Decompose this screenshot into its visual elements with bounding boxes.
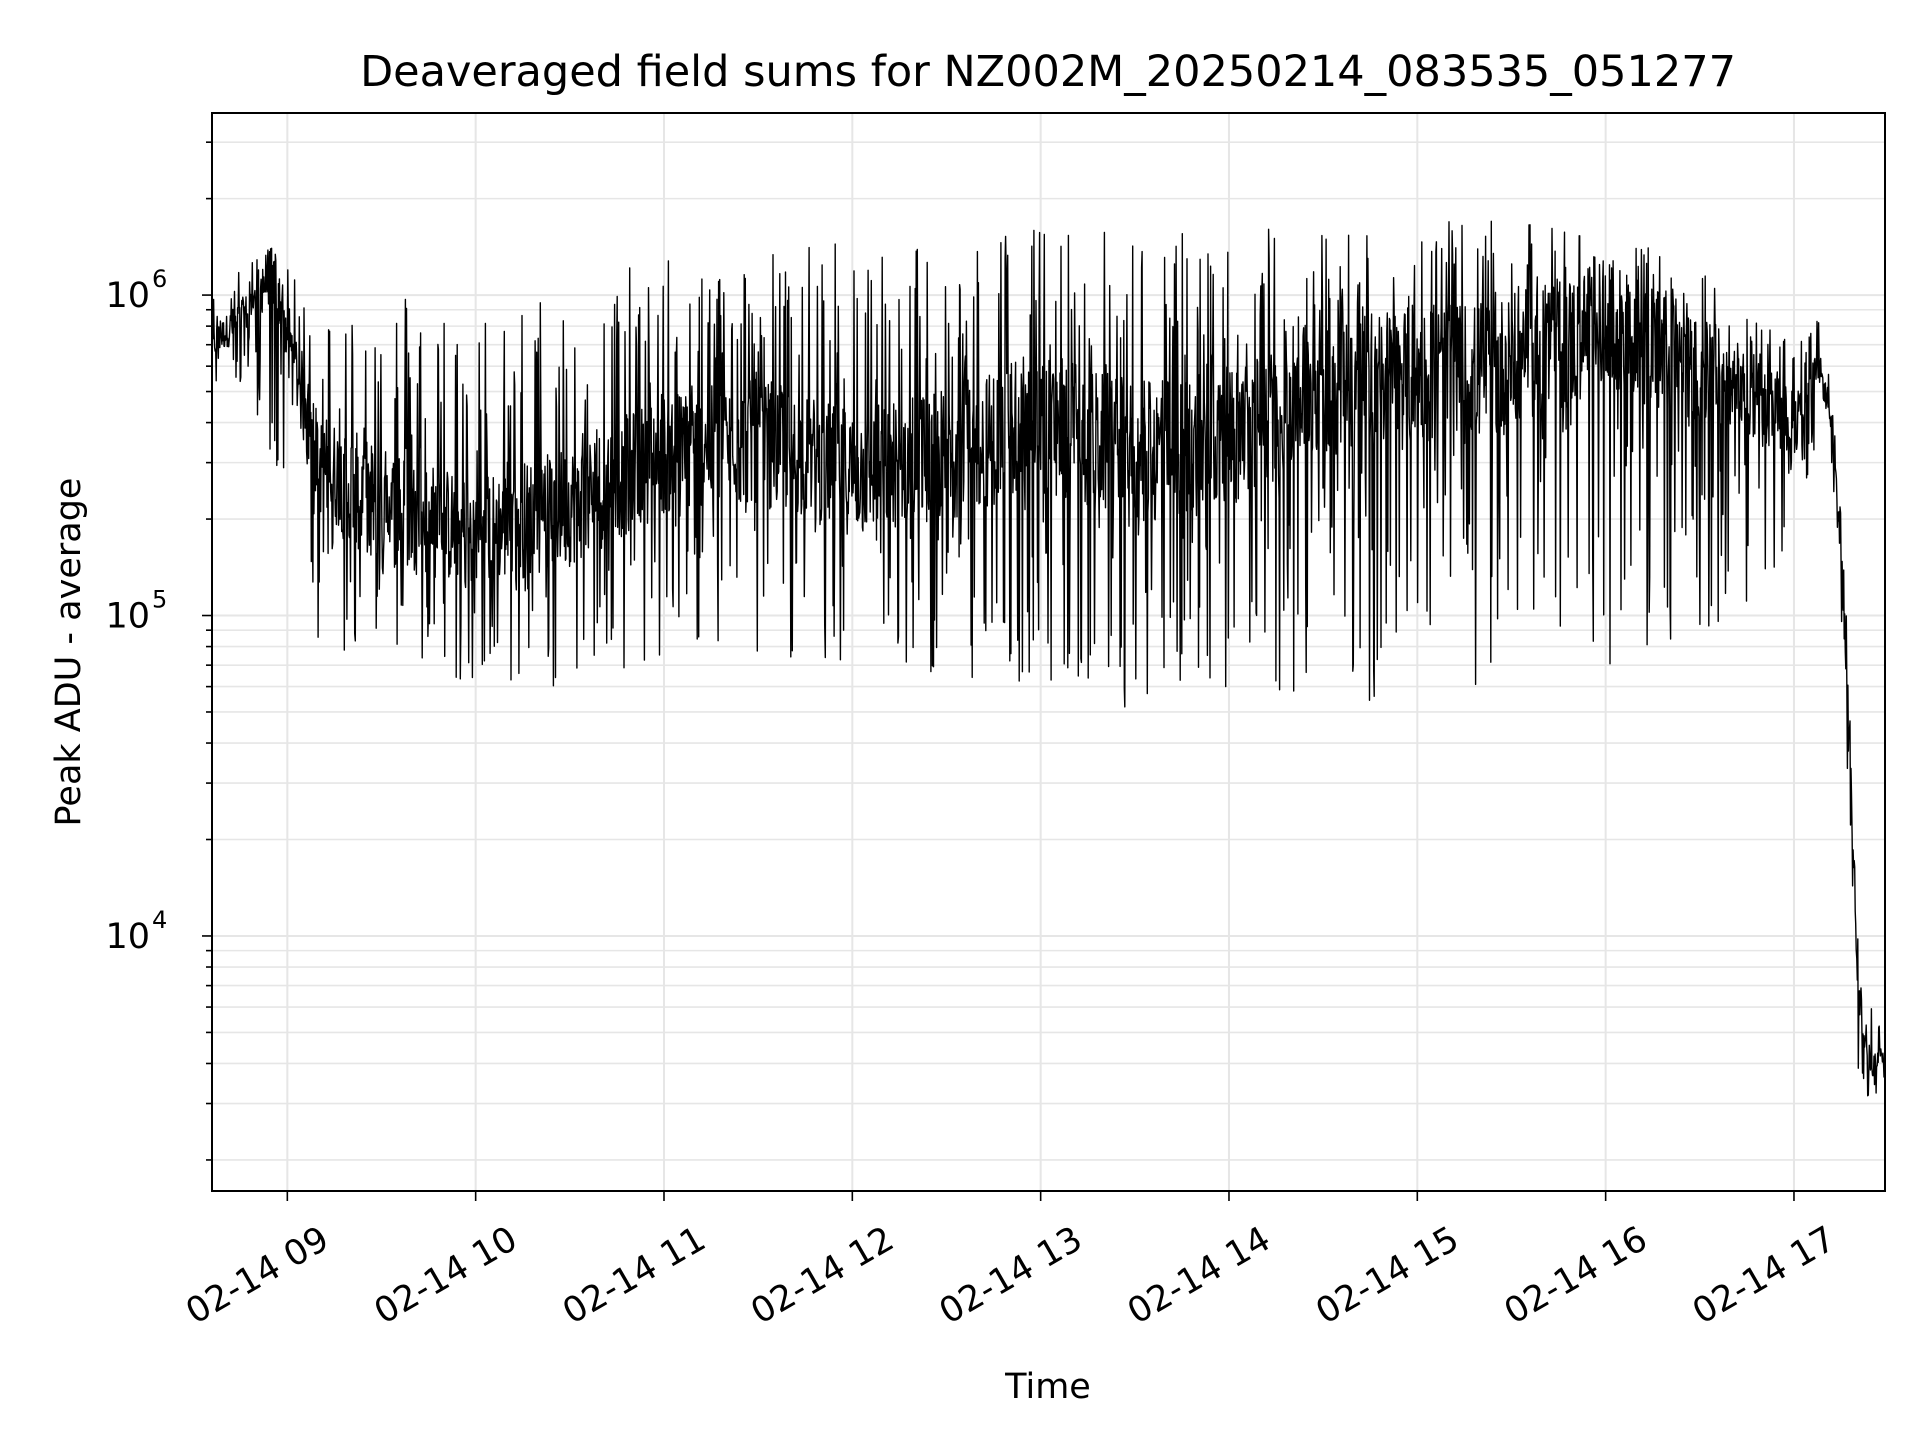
y-tick-base: 10 [105,917,150,957]
y-tick-exponent: 4 [152,906,167,934]
y-tick-exponent: 5 [152,586,167,614]
y-tick-base: 10 [105,597,150,637]
axes-frame [211,112,1886,1192]
plot-area [212,220,1885,1097]
y-tick-label: 10 [105,597,150,637]
y-tick-label: 10 [105,276,150,316]
y-axis-label: Peak ADU - average [49,478,89,827]
series-line [212,220,1885,1097]
y-tick-base: 10 [105,276,150,316]
chart-title: Deaveraged field sums for NZ002M_2025021… [360,47,1736,97]
x-axis-label: Time [1004,1367,1091,1407]
y-tick-exponent: 6 [152,265,167,293]
y-tick-label: 10 [105,917,150,957]
